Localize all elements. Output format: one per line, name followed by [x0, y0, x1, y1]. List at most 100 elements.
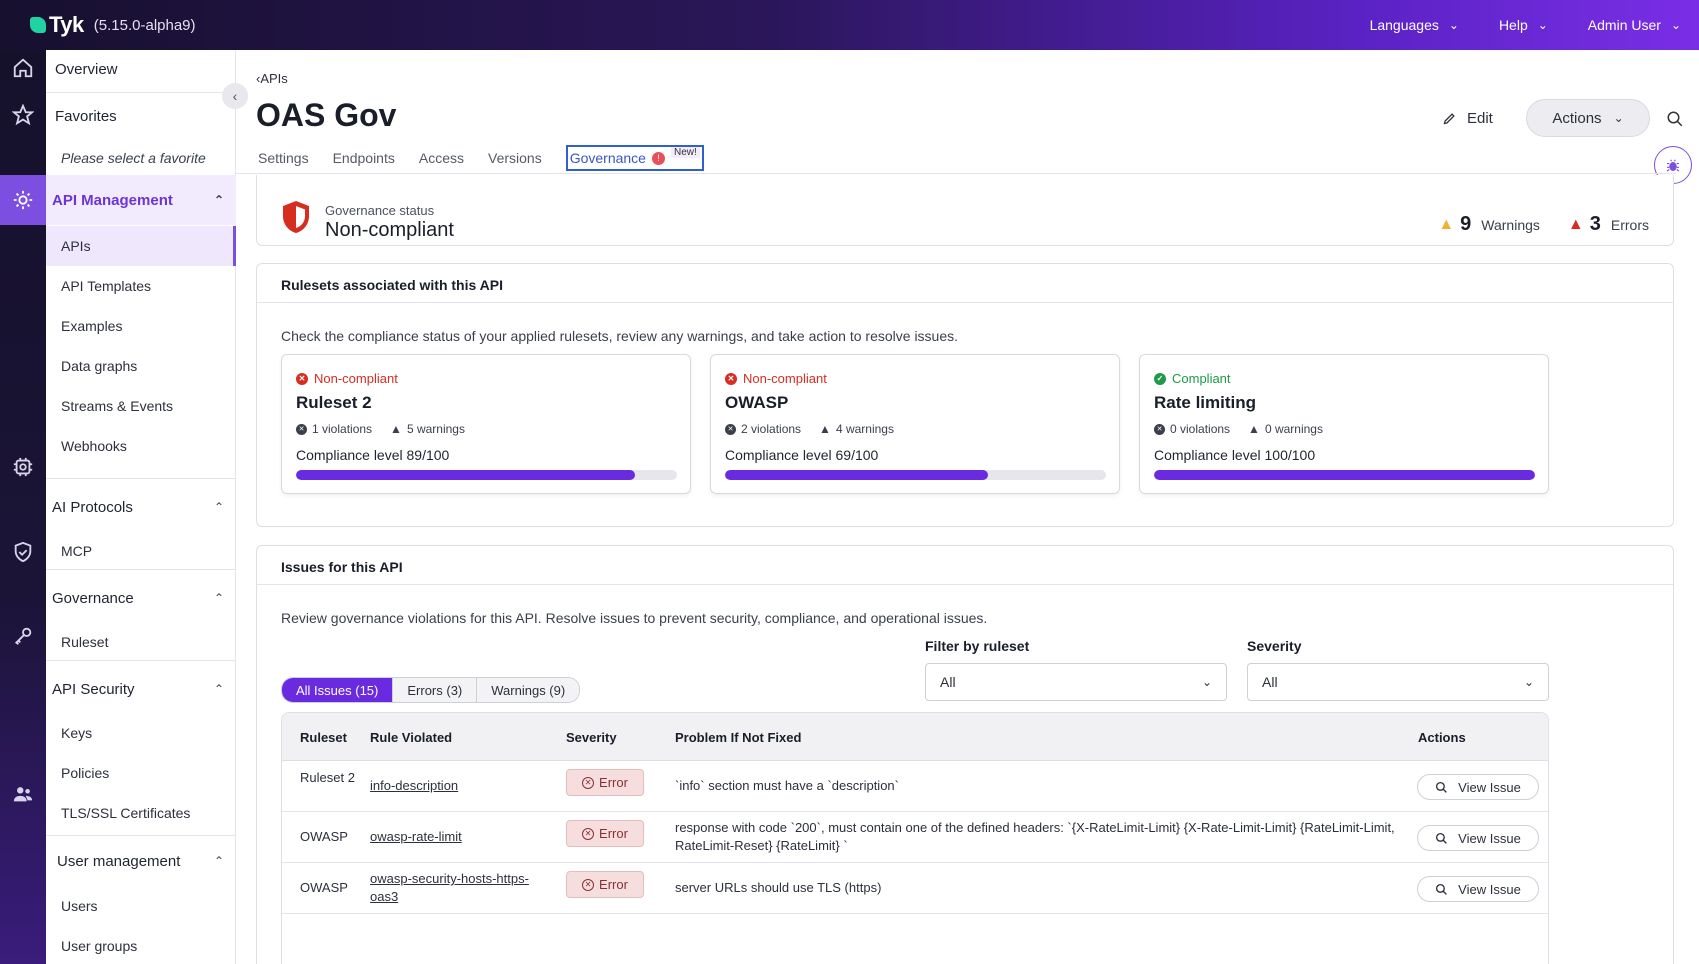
filter-errors[interactable]: Errors (3)	[392, 678, 477, 702]
nav-item-api-templates[interactable]: API Templates	[61, 278, 152, 294]
search-icon[interactable]	[1666, 110, 1684, 128]
languages-label: Languages	[1369, 17, 1439, 33]
severity-text: Error	[599, 877, 628, 892]
nav-item-mcp[interactable]: MCP	[61, 543, 93, 559]
view-issue-label: View Issue	[1458, 830, 1521, 846]
filter-all-issues[interactable]: All Issues (15)	[282, 678, 393, 702]
compliance-bar	[725, 470, 1106, 480]
nav-favorites[interactable]: Favorites	[55, 108, 117, 125]
filter-ruleset-select[interactable]: All ⌄	[925, 663, 1227, 701]
nav-section-user-management[interactable]: User management ⌃	[46, 836, 236, 886]
table-row: Ruleset 2 info-description ✕ Error `info`…	[282, 761, 1548, 812]
users-icon[interactable]	[0, 769, 46, 819]
compliance-level: Compliance level 89/100	[296, 447, 450, 463]
search-icon	[1436, 832, 1448, 844]
nav-item-data-graphs[interactable]: Data graphs	[61, 358, 138, 374]
user-menu[interactable]: Admin User ⌄	[1588, 17, 1681, 33]
collapse-sidebar-button[interactable]: ‹	[222, 83, 248, 109]
cell-problem: server URLs should use TLS (https)	[675, 880, 882, 895]
rule-link[interactable]: info-description	[370, 778, 459, 793]
severity-text: Error	[599, 775, 628, 790]
ruleset-card-owasp[interactable]: ✕ Non-compliant OWASP ✕ 2 violations ▲ 4…	[710, 354, 1120, 494]
violations-count: 2 violations	[741, 422, 802, 436]
tyk-logo[interactable]: Tyk	[30, 12, 84, 38]
ruleset-card-ruleset-2[interactable]: ✕ Non-compliant Ruleset 2 ✕ 1 violations…	[281, 354, 691, 494]
breadcrumb[interactable]: ‹APIs	[256, 71, 288, 86]
app-version: (5.15.0-alpha9)	[93, 16, 196, 34]
severity-select[interactable]: All ⌄	[1247, 663, 1549, 701]
compliance-bar-fill	[296, 470, 636, 480]
edit-button[interactable]: Edit	[1442, 110, 1493, 127]
nav-section-api-security[interactable]: API Security ⌃	[46, 664, 236, 714]
warnings-count: 9	[1460, 213, 1472, 235]
rulesets-title: Rulesets associated with this API	[281, 277, 503, 293]
chevron-up-icon: ⌃	[213, 591, 224, 605]
severity-label: Severity	[1247, 638, 1302, 654]
severity-value: All	[1262, 674, 1278, 690]
help-menu[interactable]: Help ⌄	[1499, 17, 1548, 33]
top-nav: Languages ⌄ Help ⌄ Admin User ⌄	[1330, 17, 1681, 33]
tab-settings[interactable]: Settings	[258, 150, 309, 166]
nav-item-policies[interactable]: Policies	[61, 765, 110, 781]
tab-access[interactable]: Access	[418, 150, 464, 166]
filter-warnings[interactable]: Warnings (9)	[476, 678, 580, 702]
nav-item-examples[interactable]: Examples	[61, 318, 123, 334]
view-issue-button[interactable]: View Issue	[1417, 876, 1539, 902]
edit-label: Edit	[1467, 110, 1493, 127]
actions-button[interactable]: Actions ⌄	[1526, 99, 1650, 137]
nav-section-ai-protocols[interactable]: AI Protocols ⌃	[46, 482, 236, 532]
nav-item-users[interactable]: Users	[61, 898, 98, 914]
view-issue-button[interactable]: View Issue	[1417, 825, 1539, 851]
nav-section-governance[interactable]: Governance ⌃	[46, 573, 236, 623]
key-icon[interactable]	[0, 611, 46, 661]
nav-section-api-management[interactable]: API Management ⌃	[46, 175, 236, 225]
rule-link[interactable]: owasp-security-hosts-https-oas3	[370, 871, 529, 904]
chevron-up-icon: ⌃	[213, 854, 224, 868]
cell-problem: `info` section must have a `description`	[675, 778, 899, 793]
tab-endpoints[interactable]: Endpoints	[332, 150, 395, 166]
issue-counts: ▲ 9 Warnings ▲ 3 Errors	[1438, 213, 1649, 236]
compliance-bar	[1154, 470, 1535, 480]
errors-label: Errors	[1610, 216, 1649, 233]
chevron-down-icon: ⌄	[1670, 18, 1681, 32]
nav-item-keys[interactable]: Keys	[61, 725, 93, 741]
alert-icon: !	[651, 151, 665, 165]
tab-versions[interactable]: Versions	[488, 150, 542, 166]
ruleset-status-label: Non-compliant	[743, 371, 827, 386]
main-content: ‹APIs OAS Gov Edit Actions ⌄ Settings En…	[236, 50, 1699, 964]
nav-item-user-groups[interactable]: User groups	[61, 938, 138, 954]
nav-divider	[46, 660, 236, 661]
user-label: Admin User	[1587, 17, 1661, 33]
error-circle-icon: ✕	[582, 827, 595, 840]
warnings-label: Warnings	[1481, 216, 1540, 233]
nav-item-webhooks[interactable]: Webhooks	[61, 438, 127, 454]
nav-item-streams-events[interactable]: Streams & Events	[61, 398, 174, 414]
api-management-icon[interactable]	[0, 175, 46, 225]
nav-item-ruleset[interactable]: Ruleset	[61, 634, 109, 650]
nav-item-tls-certificates[interactable]: TLS/SSL Certificates	[61, 805, 191, 821]
governance-shield-icon[interactable]	[0, 527, 46, 577]
section-divider	[257, 584, 1673, 585]
languages-menu[interactable]: Languages ⌄	[1370, 17, 1459, 33]
nav-overview[interactable]: Overview	[55, 61, 118, 78]
rulesets-card: Rulesets associated with this API Check …	[256, 263, 1674, 527]
chevron-up-icon: ⌃	[213, 682, 224, 696]
nav-divider	[46, 478, 236, 479]
nav-item-apis[interactable]: APIs	[46, 226, 236, 266]
bug-icon	[1666, 159, 1680, 172]
tab-governance[interactable]: Governance ! New!	[565, 145, 704, 171]
rule-link[interactable]: owasp-rate-limit	[370, 829, 462, 844]
compliance-bar-fill	[1154, 470, 1535, 480]
view-issue-button[interactable]: View Issue	[1417, 774, 1539, 800]
warnings-count: 4 warnings	[835, 422, 894, 436]
violation-icon: ✕	[725, 423, 736, 435]
issues-table: Ruleset Rule Violated Severity Problem I…	[281, 712, 1549, 964]
filter-ruleset-value: All	[940, 674, 956, 690]
ai-protocols-icon[interactable]	[0, 442, 46, 492]
star-icon[interactable]	[0, 90, 46, 140]
column-severity: Severity	[566, 730, 617, 745]
compliance-level: Compliance level 100/100	[1154, 447, 1316, 463]
home-icon[interactable]	[0, 43, 46, 93]
column-rule-violated: Rule Violated	[370, 730, 453, 745]
ruleset-card-rate-limiting[interactable]: ✓ Compliant Rate limiting ✕ 0 violations…	[1139, 354, 1549, 494]
